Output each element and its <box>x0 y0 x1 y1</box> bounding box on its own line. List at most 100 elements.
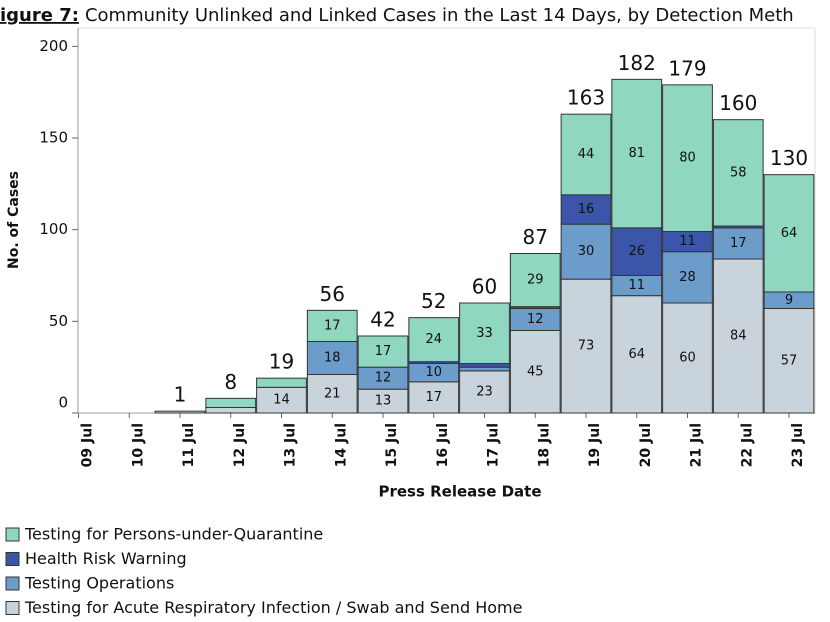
total-label: 19 <box>269 350 294 374</box>
segment-label: 21 <box>324 386 341 401</box>
segment-label: 73 <box>578 339 595 354</box>
x-tick-label: 12 Jul <box>232 423 248 467</box>
segment-label: 23 <box>476 384 493 399</box>
segment-label: 10 <box>425 365 442 380</box>
total-label: 1 <box>174 383 187 407</box>
bar-segment <box>662 251 713 304</box>
y-tick-label: 50 <box>49 312 68 330</box>
bar-segment <box>459 370 510 414</box>
bar-segment <box>560 113 612 196</box>
bar-segment <box>256 386 307 414</box>
title-prefix: igure 7: <box>0 5 79 26</box>
segment-label: 33 <box>476 326 493 341</box>
bar-segment <box>306 341 358 375</box>
total-label: 8 <box>224 370 237 394</box>
total-label: 163 <box>567 86 605 110</box>
legend-swatch <box>5 552 20 566</box>
segment-label: 24 <box>425 332 442 347</box>
bar-segment <box>763 174 815 293</box>
bar-segment <box>357 335 409 368</box>
bar-segment <box>662 302 713 414</box>
segment-label: 81 <box>628 146 645 161</box>
x-axis-label: Press Release Date <box>378 483 541 501</box>
bar-segment <box>459 363 510 368</box>
segment-label: 17 <box>375 344 392 359</box>
total-label: 182 <box>618 51 656 75</box>
x-tick-label: 23 Jul <box>790 423 806 467</box>
x-tick-label: 21 Jul <box>689 423 705 467</box>
legend-swatch <box>5 576 20 591</box>
x-tick-label: 13 Jul <box>283 423 299 467</box>
legend-label: Testing Operations <box>24 574 174 593</box>
segment-label: 13 <box>375 394 392 409</box>
total-label: 60 <box>472 275 497 299</box>
segment-label: 80 <box>679 151 696 166</box>
segment-label: 14 <box>273 393 290 408</box>
bar-segment <box>560 223 612 280</box>
segment-label: 18 <box>324 351 341 366</box>
chart-title: Community Unlinked and Linked Cases in t… <box>85 5 794 26</box>
segment-label: 64 <box>628 347 645 362</box>
segment-label: 17 <box>730 236 747 251</box>
bar-segment <box>662 84 713 233</box>
bar-segment <box>306 309 358 343</box>
bar-segment <box>205 407 257 414</box>
segment-label: 29 <box>527 273 544 288</box>
bar-segment <box>509 253 561 308</box>
y-tick-label: 200 <box>39 37 68 55</box>
x-tick-label: 20 Jul <box>638 423 654 467</box>
bar-segment <box>154 410 206 414</box>
x-tick-label: 15 Jul <box>384 423 400 467</box>
segment-label: 12 <box>527 312 544 327</box>
x-tick-label: 14 Jul <box>333 423 349 467</box>
bar-segment <box>611 78 663 229</box>
segment-label: 58 <box>730 165 747 180</box>
segment-label: 16 <box>578 202 595 217</box>
segment-label: 44 <box>578 147 595 162</box>
segment-label: 45 <box>527 364 544 379</box>
segment-label: 57 <box>781 353 798 368</box>
bar-segment <box>306 374 358 414</box>
bar-segment <box>408 381 460 414</box>
total-label: 87 <box>523 225 548 249</box>
legend-swatch <box>5 527 20 542</box>
bar-segment <box>763 308 815 414</box>
bar-segment <box>611 295 663 414</box>
segment-label: 84 <box>730 329 747 344</box>
segment-label: 17 <box>324 318 341 333</box>
total-label: 130 <box>770 146 808 170</box>
segment-label: 64 <box>781 226 798 241</box>
x-tick-label: 17 Jul <box>486 423 502 467</box>
segment-label: 9 <box>785 293 793 308</box>
bar-segment <box>560 278 612 414</box>
bar-segment <box>611 227 663 276</box>
bar-segment <box>712 119 764 227</box>
y-tick-label: 150 <box>39 129 68 147</box>
segment-label: 30 <box>578 244 595 259</box>
segment-label: 28 <box>679 270 696 285</box>
y-tick-label: 100 <box>39 220 68 238</box>
total-label: 56 <box>320 282 345 306</box>
bar-segment <box>205 397 257 409</box>
y-axis-label: No. of Cases <box>6 171 22 269</box>
legend-swatch <box>5 601 20 615</box>
total-label: 42 <box>370 308 395 332</box>
bar-segment <box>256 377 307 388</box>
x-tick-label: 19 Jul <box>587 423 603 467</box>
x-tick-label: 16 Jul <box>435 423 451 467</box>
chart-title-line: igure 7: Community Unlinked and Linked Ca… <box>0 5 794 26</box>
segment-label: 26 <box>628 244 645 259</box>
y-tick-label: 0 <box>58 394 68 412</box>
total-label: 52 <box>421 289 446 313</box>
x-tick-label: 11 Jul <box>181 423 197 467</box>
segment-label: 60 <box>679 351 696 366</box>
segment-label: 12 <box>375 371 392 386</box>
x-tick-label: 22 Jul <box>739 423 755 467</box>
x-tick-label: 10 Jul <box>130 423 146 467</box>
segment-label: 11 <box>628 278 645 293</box>
bar-segment <box>459 302 510 364</box>
bar-segment <box>712 258 764 414</box>
x-tick-label: 18 Jul <box>536 423 552 467</box>
segment-label: 17 <box>425 390 442 405</box>
